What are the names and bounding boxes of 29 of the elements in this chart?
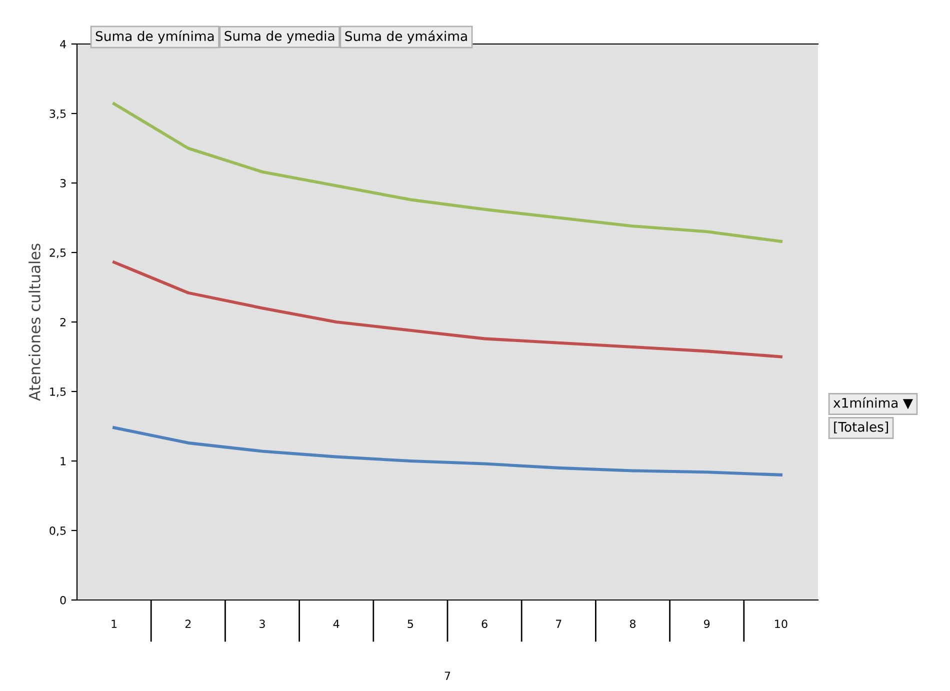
text: x1mínima ▼ <box>833 397 913 410</box>
y-tick-label: 1,5 <box>50 388 66 398</box>
y-tick-label: 2,5 <box>50 248 66 258</box>
x-axis-title: 7 <box>444 672 450 680</box>
y-axis-title: Atenciones cultuales <box>28 244 40 401</box>
x-tick-label: 8 <box>630 620 636 628</box>
line-series <box>112 102 782 243</box>
y-tick-label: 2 <box>60 318 66 326</box>
text: Suma de ymedia <box>224 30 334 44</box>
y-tick-label: 3,5 <box>50 109 66 120</box>
x-tick-label: 1 <box>112 620 117 628</box>
y-tick-label: 4 <box>60 40 66 48</box>
line-series <box>112 426 782 476</box>
y-tick-label: 1 <box>60 457 66 466</box>
x-tick-label: 9 <box>704 620 710 628</box>
line-series <box>112 260 782 358</box>
text: Suma de ymínima <box>96 30 214 44</box>
text: [Totales] <box>834 422 888 434</box>
x-tick-label: 7 <box>556 620 562 628</box>
y-tick-label: 3 <box>60 178 66 188</box>
x-tick-label: 4 <box>333 620 340 628</box>
x-tick-label: 3 <box>260 620 265 628</box>
y-tick-label: 0,5 <box>50 526 66 536</box>
y-tick-label: 0 <box>60 596 66 604</box>
text: Suma de ymáxima <box>345 30 467 44</box>
x-tick-label: 5 <box>408 620 414 628</box>
x-tick-label: 2 <box>185 620 191 628</box>
x-tick-label: 10 <box>775 620 788 628</box>
x-tick-label: 6 <box>482 620 488 628</box>
